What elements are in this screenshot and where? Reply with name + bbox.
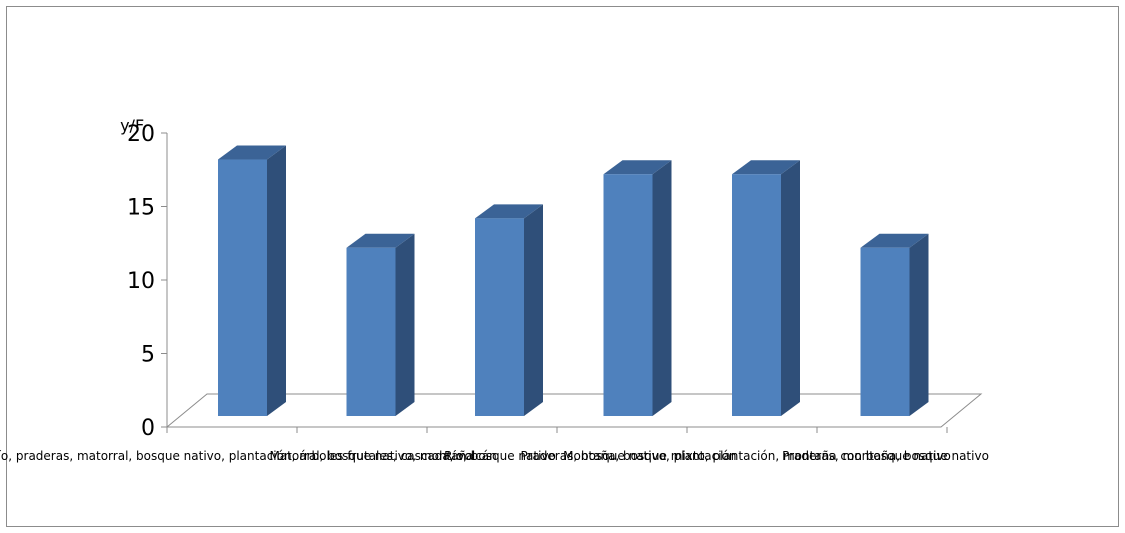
y-tick-label: 15 bbox=[127, 196, 155, 221]
bar-side bbox=[652, 160, 672, 416]
bar-top bbox=[732, 160, 800, 175]
bar-side bbox=[909, 233, 929, 416]
bar bbox=[860, 233, 929, 416]
bar-top bbox=[603, 160, 672, 175]
x-category-label: Praderas, montaña, bosque nativo bbox=[782, 449, 989, 463]
bar-top bbox=[475, 204, 543, 219]
bar-side bbox=[395, 233, 415, 416]
bar bbox=[603, 160, 672, 416]
bars bbox=[218, 145, 929, 416]
bar-side bbox=[267, 145, 286, 416]
bar-front bbox=[475, 218, 524, 416]
y-tick-label: 5 bbox=[141, 343, 155, 368]
y-axis-title: y/F bbox=[115, 116, 144, 135]
y-tick-label: 0 bbox=[141, 416, 155, 441]
x-category-label: Río, praderas, matorral, bosque nativo, … bbox=[0, 449, 497, 463]
bar-top bbox=[218, 145, 286, 160]
x-category-label: Praderas, bosque nativo, plantación bbox=[520, 449, 736, 463]
bar-front bbox=[860, 247, 910, 416]
y-tick-label: 10 bbox=[127, 269, 155, 294]
bar-top bbox=[860, 233, 929, 248]
y-tick-label: 20 bbox=[127, 122, 155, 147]
bar bbox=[218, 145, 286, 416]
y-axis: 0 5 10 15 20 bbox=[127, 122, 948, 441]
chart-floor bbox=[165, 393, 983, 428]
bar-side bbox=[524, 204, 543, 416]
bar-top bbox=[346, 233, 415, 248]
bar bbox=[732, 160, 800, 416]
bar-front bbox=[732, 174, 781, 416]
category-labels: Río, praderas, matorral, bosque nativo, … bbox=[0, 449, 989, 463]
bar bbox=[346, 233, 415, 416]
bar-front bbox=[603, 174, 653, 416]
x-category-label: Montaña, bosque mixto, plantación, monta… bbox=[563, 449, 951, 463]
chart-frame bbox=[6, 6, 1119, 527]
x-category-label: Río, bosque nativo bbox=[444, 449, 556, 463]
floor-outline bbox=[165, 393, 983, 428]
bar-side bbox=[781, 160, 800, 416]
bar bbox=[475, 204, 543, 416]
x-category-label: Matorral, bosque nativo, montaña bbox=[269, 449, 473, 463]
bar-front bbox=[218, 159, 267, 416]
bar-front bbox=[346, 247, 396, 416]
